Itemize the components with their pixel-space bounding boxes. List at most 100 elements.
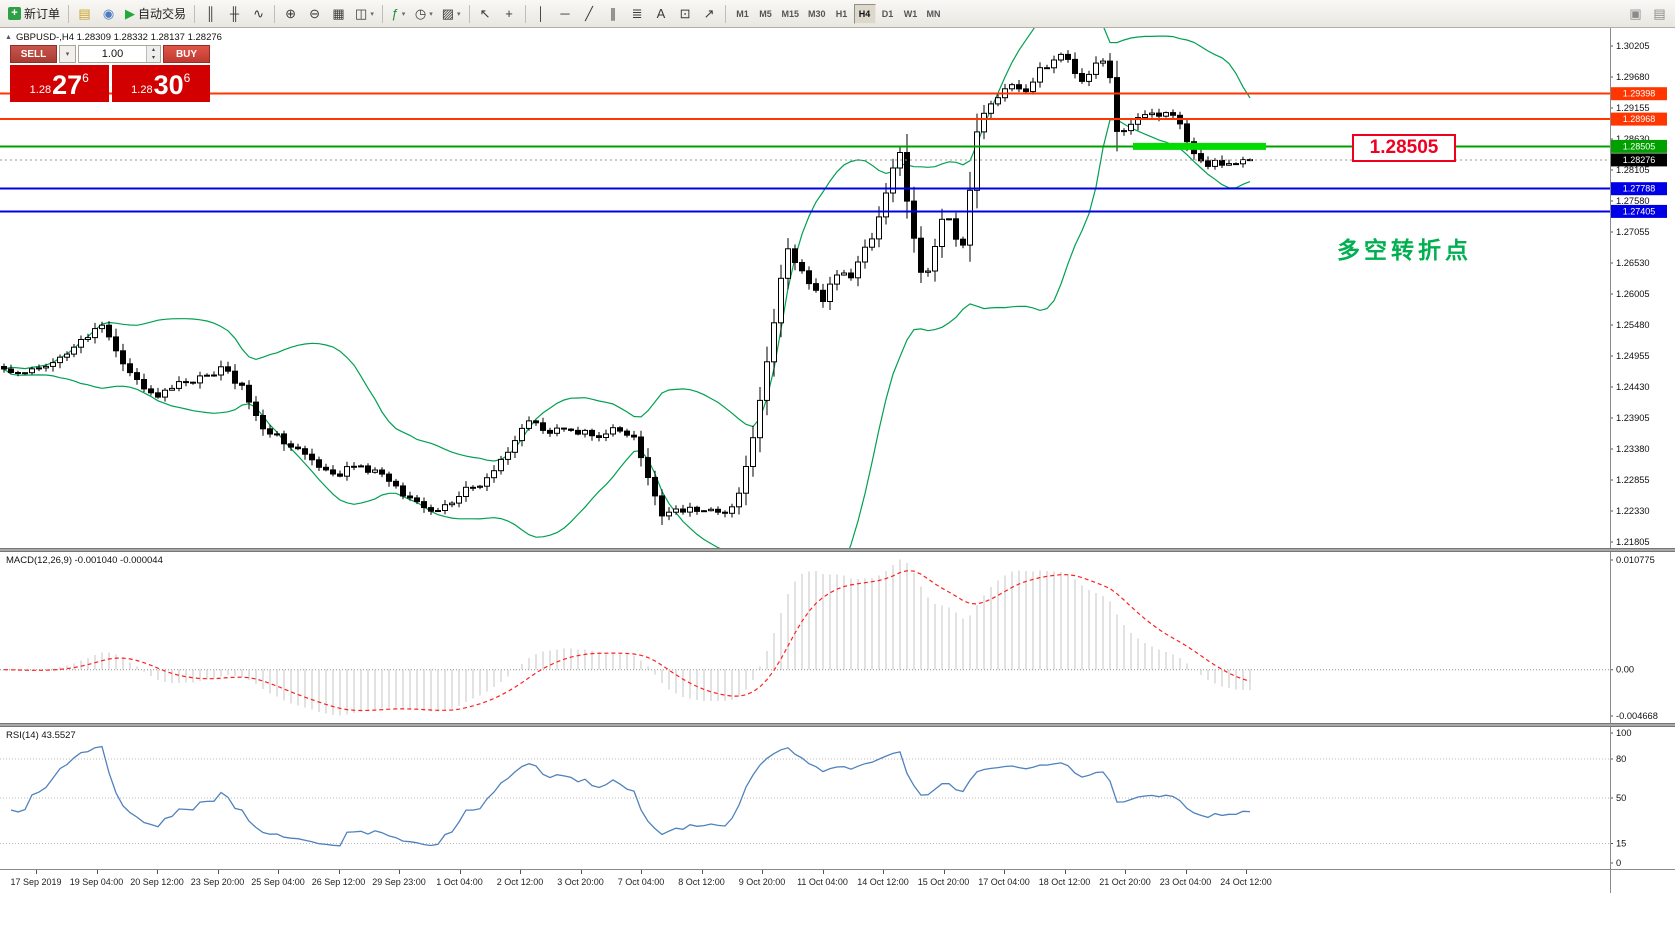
- dock-list-button[interactable]: ▤: [1648, 3, 1671, 25]
- svg-text:1.28968: 1.28968: [1623, 114, 1656, 124]
- turning-point-annotation[interactable]: 多空转折点: [1337, 237, 1472, 263]
- time-axis-label: 14 Oct 12:00: [857, 877, 909, 887]
- time-axis-tick: [96, 870, 98, 874]
- line-chart-button[interactable]: ∿: [247, 3, 270, 25]
- price-annotation-box[interactable]: 1.28505: [1352, 134, 1456, 162]
- candles: [1, 50, 1253, 525]
- cursor-button[interactable]: ↖: [474, 3, 497, 25]
- panel-splitter[interactable]: [0, 723, 1675, 727]
- text-icon: A: [656, 6, 666, 21]
- volume-value[interactable]: 1.00: [101, 48, 124, 60]
- symbol-marker-icon: ▲: [5, 34, 12, 41]
- macd-svg: 0.010775 0.00 -0.004668: [0, 555, 1658, 721]
- periods-button[interactable]: ◷ ▾: [411, 3, 437, 25]
- channel-button[interactable]: ∥: [602, 3, 625, 25]
- indicators-button[interactable]: ƒ ▾: [387, 3, 410, 25]
- timeframe-d1-button[interactable]: D1: [877, 4, 899, 24]
- label-button[interactable]: ⊡: [674, 3, 697, 25]
- time-axis-tick: [1064, 870, 1066, 874]
- dock-window-button[interactable]: ▣: [1624, 3, 1647, 25]
- stepper-down-icon[interactable]: ▾: [147, 54, 160, 62]
- sell-price-prefix: 1.28: [29, 84, 52, 96]
- panel-splitter[interactable]: [0, 548, 1675, 552]
- time-axis-label: 26 Sep 12:00: [311, 877, 366, 887]
- stepper-up-icon[interactable]: ▴: [147, 46, 160, 54]
- rsi-panel[interactable]: 100 80 50 15 0 RSI(14) 43.5527: [0, 727, 1675, 869]
- volume-input[interactable]: 1.00 ▴ ▾: [78, 45, 161, 63]
- autotrading-button[interactable]: ▶ 自动交易: [121, 3, 190, 25]
- bollinger-bands: [3, 28, 1251, 548]
- svg-text:1.23905: 1.23905: [1616, 413, 1650, 423]
- time-axis-tick: [580, 870, 582, 874]
- time-axis-tick: [1246, 870, 1247, 874]
- price-chart-svg[interactable]: 1.302051.296801.291551.286301.281051.275…: [0, 28, 1675, 548]
- chevron-down-icon: ▾: [429, 10, 433, 18]
- timeframe-w1-button[interactable]: W1: [900, 4, 922, 24]
- svg-text:1.28505: 1.28505: [1623, 141, 1656, 151]
- navigator-icon: ◉: [102, 6, 115, 21]
- quick-panel-button[interactable]: ▤: [73, 3, 96, 25]
- arrows-button[interactable]: ↗: [698, 3, 721, 25]
- fibonacci-button[interactable]: ≣: [626, 3, 649, 25]
- navigator-button[interactable]: ◉: [97, 3, 120, 25]
- time-axis-label: 3 Oct 20:00: [557, 877, 604, 887]
- time-axis-label: 20 Sep 12:00: [130, 877, 184, 887]
- timeframe-m1-button[interactable]: M1: [732, 4, 754, 24]
- crosshair-button[interactable]: +: [498, 3, 521, 25]
- vertical-line-button[interactable]: │: [530, 3, 553, 25]
- svg-text:1.27788: 1.27788: [1623, 184, 1656, 194]
- toolbar-separator: [274, 4, 276, 23]
- timeframe-mn-button[interactable]: MN: [923, 4, 945, 24]
- zoom-in-button[interactable]: ⊕: [279, 3, 302, 25]
- buy-button[interactable]: BUY: [163, 45, 210, 63]
- volume-preset-button[interactable]: ▾: [59, 45, 76, 63]
- sell-price-display[interactable]: 1.28 27 6: [10, 65, 109, 102]
- candlestick-chart-button[interactable]: ╫: [223, 3, 246, 25]
- macd-panel[interactable]: 0.010775 0.00 -0.004668 MACD(12,26,9) -0.0…: [0, 552, 1675, 723]
- templates-button[interactable]: ▨ ▾: [438, 3, 465, 25]
- timeframe-h1-button[interactable]: H1: [831, 4, 853, 24]
- horizontal-line-button[interactable]: ─: [554, 3, 577, 25]
- toolbar-separator: [68, 4, 70, 23]
- time-axis[interactable]: 17 Sep 2019 19 Sep 04:00 20 Sep 12:00 23 Se…: [0, 869, 1675, 893]
- timeframe-h4-button[interactable]: H4: [853, 3, 876, 24]
- svg-text:1.26530: 1.26530: [1616, 258, 1650, 268]
- time-axis-tick: [399, 870, 400, 874]
- time-axis-label: 25 Sep 04:00: [251, 877, 305, 887]
- time-axis-tick: [883, 870, 884, 874]
- highlight-segment[interactable]: [1133, 142, 1266, 150]
- time-axis-label: 17 Sep 2019: [10, 877, 62, 887]
- time-axis-tick: [943, 870, 945, 874]
- toolbar-separator: [468, 4, 470, 23]
- time-axis-label: 23 Oct 04:00: [1159, 877, 1212, 887]
- trendline-icon: ╱: [585, 6, 593, 21]
- timeframe-m5-button[interactable]: M5: [755, 4, 777, 24]
- vertical-line-icon: │: [536, 6, 546, 21]
- macd-signal-line: [3, 570, 1251, 712]
- toolbar-separator: [381, 4, 383, 23]
- level-lines[interactable]: [0, 92, 1610, 213]
- svg-text:80: 80: [1616, 754, 1626, 764]
- toolbar-separator: [194, 4, 196, 23]
- grid-button[interactable]: ▦: [327, 3, 350, 25]
- timeframe-m15-button[interactable]: M15: [778, 4, 804, 24]
- zoom-out-button[interactable]: ⊖: [303, 3, 326, 25]
- svg-text:1.27405: 1.27405: [1623, 206, 1656, 216]
- bar-chart-button[interactable]: ║: [199, 3, 222, 25]
- time-axis-label: 29 Sep 23:00: [372, 877, 426, 887]
- tile-windows-button[interactable]: ◫ ▾: [351, 3, 378, 25]
- price-chart-area[interactable]: 1.30205 1.29680 1.29155 1.28630 1.28105 1.275…: [0, 28, 1675, 548]
- trendline-button[interactable]: ╱: [578, 3, 601, 25]
- svg-text:1.26005: 1.26005: [1616, 289, 1650, 299]
- svg-text:0.010775: 0.010775: [1616, 555, 1655, 565]
- time-axis-label: 15 Oct 20:00: [917, 877, 970, 887]
- timeframe-m30-button[interactable]: M30: [804, 4, 830, 24]
- sell-button[interactable]: SELL: [10, 45, 57, 63]
- buy-price-display[interactable]: 1.28 30 6: [111, 65, 210, 102]
- new-order-button[interactable]: + 新订单: [4, 3, 64, 25]
- cursor-icon: ↖: [479, 6, 491, 21]
- volume-stepper[interactable]: ▴ ▾: [146, 46, 160, 62]
- time-axis-tick: [338, 870, 340, 874]
- text-button[interactable]: A: [650, 3, 673, 25]
- horizontal-line-icon: ─: [560, 6, 570, 21]
